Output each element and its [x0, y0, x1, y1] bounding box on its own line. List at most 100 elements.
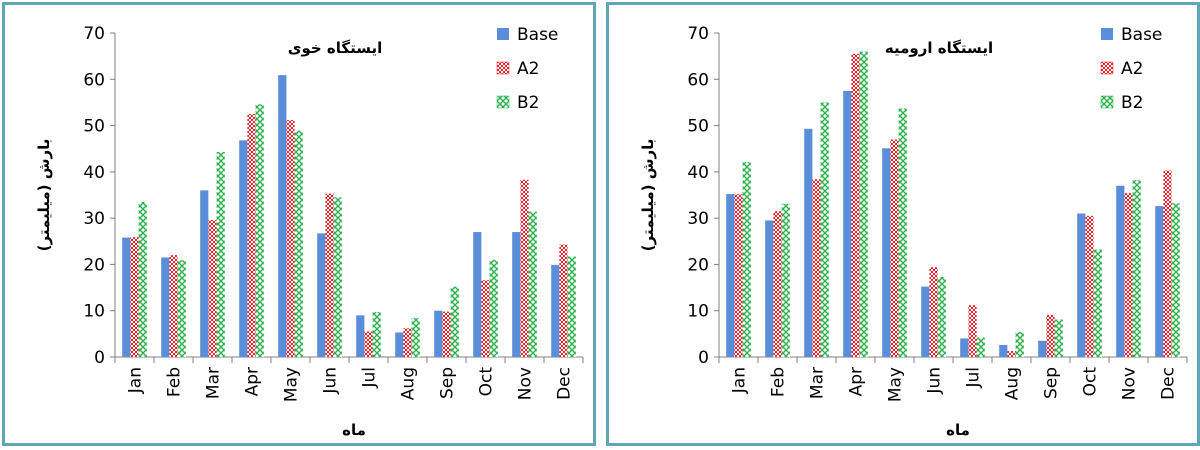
legend-swatch-base	[497, 28, 509, 40]
x-tick-label: Mar	[204, 367, 224, 399]
bar-base-may	[278, 75, 287, 358]
bar-a2-nov	[1124, 193, 1133, 357]
bar-b2-jul	[372, 312, 381, 357]
bar-a2-feb	[169, 255, 178, 357]
bar-a2-oct	[1085, 215, 1094, 357]
y-axis-title: بارش (میلیمتر)	[35, 139, 53, 252]
legend-swatch-b2	[496, 95, 510, 109]
y-tick-label: 30	[687, 209, 709, 229]
chart-svg-khoy: 0 10 20 30 40 50 60 70 Jan Feb Mar Apr May Jun Jul Aug S…	[35, 24, 584, 439]
bar-base-jan	[122, 237, 131, 357]
bar-base-mar	[804, 128, 813, 357]
chart-panel-urmia: 0 10 20 30 40 50 60 70 Jan Feb Mar Apr May Jun Jul Aug S…	[606, 2, 1200, 446]
x-tick-label: Apr	[847, 367, 867, 396]
bar-base-aug	[395, 332, 404, 357]
x-tick-label: Dec	[1159, 367, 1179, 400]
x-tick-label: Jul	[360, 367, 380, 389]
bar-base-mar	[200, 190, 209, 357]
bar-a2-aug	[403, 328, 412, 357]
bar-base-dec	[1155, 206, 1164, 357]
x-tick-label: May	[886, 367, 906, 402]
bar-a2-feb	[773, 211, 782, 357]
chart-panel-khoy: 0 10 20 30 40 50 60 70 Jan Feb Mar Apr May Jun Jul Aug S…	[2, 2, 596, 446]
bar-b2-nov	[528, 211, 537, 357]
bar-b2-oct	[1093, 249, 1102, 357]
x-tick-label: Aug	[399, 367, 419, 400]
y-axis-title: بارش (میلیمتر)	[639, 139, 657, 252]
y-tick-label: 70	[83, 24, 105, 44]
bar-b2-jan	[742, 162, 751, 357]
y-tick-label: 70	[687, 24, 709, 44]
bar-b2-jan	[138, 201, 147, 357]
bar-b2-dec	[1171, 203, 1180, 357]
bar-a2-jun	[325, 193, 334, 357]
y-tick-label: 10	[83, 302, 105, 322]
bar-base-jan	[726, 194, 735, 357]
x-tick-label: Sep	[1042, 367, 1062, 399]
bar-a2-sep	[1046, 314, 1055, 357]
y-tick-label: 60	[687, 70, 709, 90]
x-tick-label: Nov	[1120, 367, 1140, 400]
x-tick-label: Jan	[730, 367, 750, 394]
chart-svg-urmia: 0 10 20 30 40 50 60 70 Jan Feb Mar Apr May Jun Jul Aug S…	[639, 24, 1188, 439]
x-tick-label: Oct	[1081, 367, 1101, 397]
y-tick-label: 0	[94, 348, 105, 368]
y-tick-label: 20	[687, 255, 709, 275]
bar-b2-mar	[820, 102, 829, 357]
bar-b2-oct	[489, 259, 498, 357]
y-tick-label: 30	[83, 209, 105, 229]
bar-a2-jan	[734, 194, 743, 357]
bar-base-jul	[960, 338, 969, 357]
bar-b2-apr	[859, 51, 868, 358]
bar-b2-feb	[781, 203, 790, 357]
y-tick-label: 50	[83, 117, 105, 137]
legend-label-a2: A2	[517, 59, 539, 79]
bar-base-nov	[1116, 185, 1125, 357]
x-tick-label: Feb	[769, 367, 789, 397]
x-tick-label: Jan	[126, 367, 146, 394]
bar-a2-jul	[364, 331, 373, 357]
bar-base-sep	[434, 310, 443, 357]
legend-swatch-a2	[1100, 61, 1114, 75]
legend-label-base: Base	[1121, 25, 1162, 45]
bar-base-dec	[551, 264, 560, 357]
bar-base-may	[882, 148, 891, 357]
bar-b2-mar	[216, 151, 225, 357]
bar-b2-jul	[976, 337, 985, 357]
bar-base-feb	[765, 220, 774, 357]
bar-base-nov	[512, 232, 521, 357]
bar-base-sep	[1038, 340, 1047, 357]
bar-a2-sep	[442, 311, 451, 357]
legend-label-base: Base	[517, 25, 558, 45]
x-tick-label: Nov	[516, 367, 536, 400]
bar-a2-dec	[1163, 170, 1172, 357]
x-tick-label: Mar	[808, 367, 828, 399]
bar-a2-oct	[481, 280, 490, 357]
bar-b2-apr	[255, 104, 264, 357]
bar-b2-sep	[450, 286, 459, 357]
bar-b2-aug	[1015, 332, 1024, 357]
legend-swatch-a2	[496, 61, 510, 75]
bar-a2-may	[890, 139, 899, 357]
x-tick-label: May	[282, 367, 302, 402]
bar-a2-jul	[968, 305, 977, 357]
bar-b2-aug	[411, 318, 420, 357]
bar-b2-sep	[1054, 319, 1063, 357]
bar-base-apr	[239, 140, 248, 357]
bar-b2-jun	[333, 197, 342, 357]
bar-base-oct	[473, 232, 482, 357]
x-tick-label: Jun	[925, 367, 945, 395]
y-tick-label: 40	[83, 163, 105, 183]
bar-b2-dec	[567, 256, 576, 357]
x-tick-label: Oct	[477, 367, 497, 397]
legend-label-b2: B2	[1121, 93, 1143, 113]
bar-base-aug	[999, 344, 1008, 357]
x-tick-label: Feb	[165, 367, 185, 397]
bar-b2-nov	[1132, 180, 1141, 357]
y-tick-label: 60	[83, 70, 105, 90]
bar-a2-dec	[559, 244, 568, 357]
legend-label-b2: B2	[517, 93, 539, 113]
y-tick-label: 40	[687, 163, 709, 183]
bar-a2-jun	[929, 267, 938, 357]
